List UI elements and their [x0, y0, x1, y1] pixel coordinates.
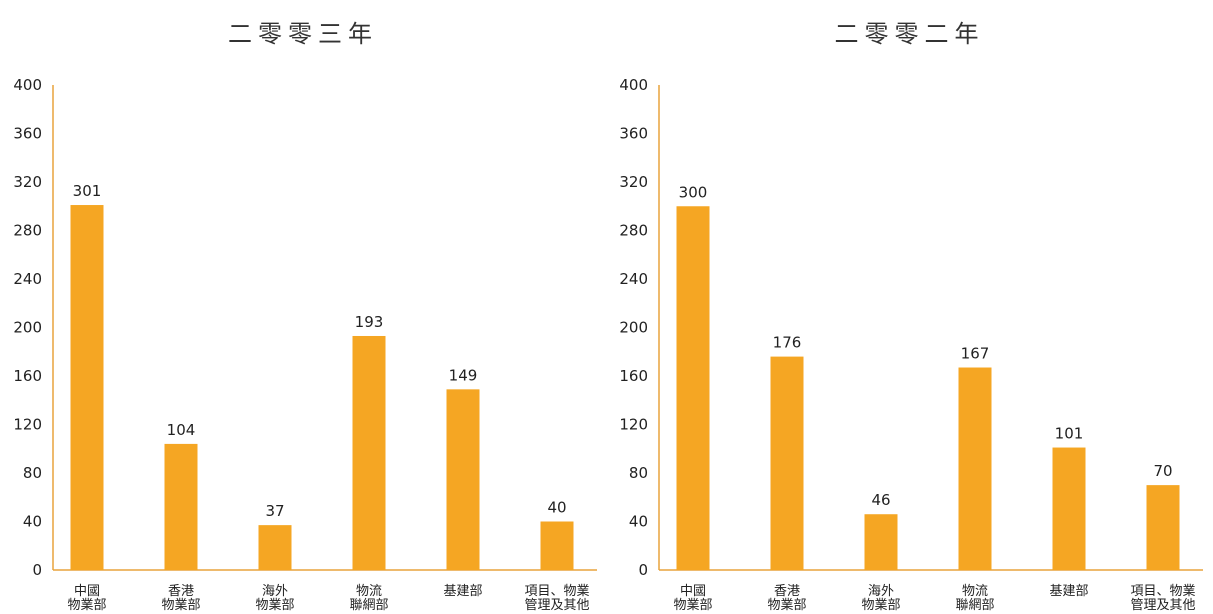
y-tick-label: 200	[13, 319, 42, 337]
bar	[1052, 447, 1086, 570]
bar	[258, 525, 292, 570]
bar	[770, 356, 804, 570]
y-tick-label: 160	[13, 367, 42, 385]
y-tick-label: 200	[619, 319, 648, 337]
bar	[164, 443, 198, 570]
y-tick-label: 400	[13, 76, 42, 94]
bar-chart-2002: 0 40 80 120 160 200 240 280 320 360 400 300 中國物業部 176…	[619, 76, 1203, 613]
y-tick-label: 0	[32, 561, 42, 579]
bar	[676, 206, 710, 570]
y-tick-label: 240	[13, 270, 42, 288]
category-label: 項目、物業管理及其他	[524, 583, 589, 613]
y-tick-label: 360	[619, 125, 648, 143]
category-label: 香港物業部	[161, 584, 200, 613]
bar	[70, 205, 104, 570]
y-tick-label: 40	[629, 513, 648, 531]
chart-2003: 二零零三年 0 40 80 120 160 200 240 280 320 360 400 301 中國…	[0, 0, 606, 614]
bar	[1146, 485, 1180, 570]
bar-value-label: 176	[773, 334, 802, 352]
bar-value-label: 101	[1055, 425, 1084, 443]
bar	[864, 514, 898, 570]
bar-value-label: 300	[679, 183, 708, 201]
y-tick-label: 240	[619, 270, 648, 288]
category-label: 基建部	[1049, 584, 1088, 599]
y-tick-label: 120	[619, 416, 648, 434]
bar-value-label: 149	[449, 366, 478, 384]
bar-value-label: 40	[547, 499, 566, 517]
bar-chart-2003: 0 40 80 120 160 200 240 280 320 360 400 301 中國物業部 104…	[13, 76, 597, 613]
category-label: 基建部	[443, 584, 482, 599]
category-label: 海外物業部	[255, 584, 294, 613]
bar	[540, 521, 574, 570]
category-label: 香港物業部	[767, 584, 806, 613]
bar-value-label: 301	[73, 182, 102, 200]
chart-title: 二零零二年	[834, 20, 985, 48]
bar-value-label: 37	[265, 502, 284, 520]
y-tick-label: 360	[13, 125, 42, 143]
bar-value-label: 46	[871, 491, 890, 509]
y-tick-label: 320	[619, 173, 648, 191]
y-tick-label: 280	[619, 222, 648, 240]
y-tick-label: 0	[638, 561, 648, 579]
y-tick-label: 400	[619, 76, 648, 94]
bar-value-label: 104	[167, 421, 196, 439]
bar	[352, 335, 386, 570]
category-label: 中國物業部	[673, 584, 712, 613]
category-label: 物流聯網部	[955, 584, 994, 613]
bar	[958, 367, 992, 570]
category-label: 物流聯網部	[349, 584, 388, 613]
category-label: 中國物業部	[67, 584, 106, 613]
y-tick-label: 320	[13, 173, 42, 191]
bar	[446, 389, 480, 570]
chart-2002: 二零零二年 0 40 80 120 160 200 240 280 320 360 400 300 中國…	[606, 0, 1213, 614]
y-tick-label: 280	[13, 222, 42, 240]
bar-value-label: 167	[961, 345, 990, 363]
y-tick-label: 160	[619, 367, 648, 385]
y-tick-label: 80	[629, 464, 648, 482]
y-tick-label: 80	[23, 464, 42, 482]
bar-value-label: 193	[355, 313, 384, 331]
chart-title: 二零零三年	[228, 20, 378, 48]
y-tick-label: 120	[13, 416, 42, 434]
bar-value-label: 70	[1153, 462, 1172, 480]
category-label: 海外物業部	[861, 584, 900, 613]
category-label: 項目、物業管理及其他	[1130, 583, 1195, 613]
y-tick-label: 40	[23, 513, 42, 531]
